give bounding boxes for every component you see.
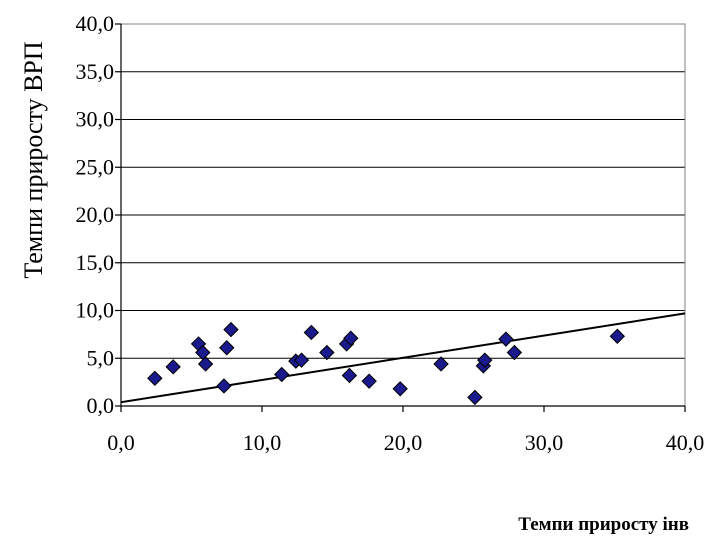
data-point bbox=[216, 378, 232, 394]
data-point bbox=[392, 381, 408, 397]
data-point bbox=[303, 324, 320, 341]
x-tick-label: 10,0 bbox=[243, 430, 282, 455]
data-point bbox=[319, 344, 335, 361]
data-point bbox=[467, 389, 483, 406]
data-point bbox=[498, 331, 514, 347]
y-tick-label: 40,0 bbox=[76, 11, 115, 36]
y-tick-label: 35,0 bbox=[76, 59, 115, 84]
y-tick-label: 5,0 bbox=[87, 345, 115, 370]
data-point bbox=[147, 370, 163, 387]
data-point bbox=[506, 344, 523, 361]
data-point bbox=[165, 359, 181, 375]
data-point bbox=[274, 366, 290, 383]
trendline bbox=[120, 312, 686, 404]
y-axis-label: Темпи приросту ВРП bbox=[19, 41, 48, 279]
data-point bbox=[433, 356, 449, 372]
data-point bbox=[197, 356, 214, 372]
y-tick-label: 20,0 bbox=[76, 202, 115, 227]
x-axis-label: Темпи приросту інв bbox=[518, 514, 689, 535]
x-axis-ticks: 0,0 10,0 20,0 30,0 40,0 bbox=[107, 406, 704, 455]
data-point bbox=[223, 321, 239, 338]
y-tick-label: 15,0 bbox=[76, 250, 115, 275]
data-point bbox=[609, 328, 626, 344]
y-tick-label: 0,0 bbox=[87, 393, 115, 418]
data-point bbox=[341, 367, 358, 384]
x-tick-label: 0,0 bbox=[107, 430, 135, 455]
x-tick-label: 20,0 bbox=[384, 430, 423, 455]
x-tick-label: 30,0 bbox=[525, 430, 564, 455]
y-tick-label: 30,0 bbox=[76, 107, 115, 132]
data-point bbox=[477, 352, 493, 368]
data-point bbox=[343, 330, 359, 346]
grid-lines bbox=[121, 23, 685, 359]
x-tick-label: 40,0 bbox=[666, 430, 705, 455]
y-tick-label: 25,0 bbox=[76, 154, 115, 179]
data-point bbox=[293, 352, 310, 368]
y-axis-ticks: 0,0 5,0 10,0 15,0 20,0 25,0 30,0 35,0 40,0 bbox=[76, 11, 121, 418]
data-points bbox=[147, 321, 626, 406]
y-tick-label: 10,0 bbox=[76, 298, 115, 323]
data-point bbox=[219, 340, 235, 356]
data-point bbox=[361, 373, 377, 389]
